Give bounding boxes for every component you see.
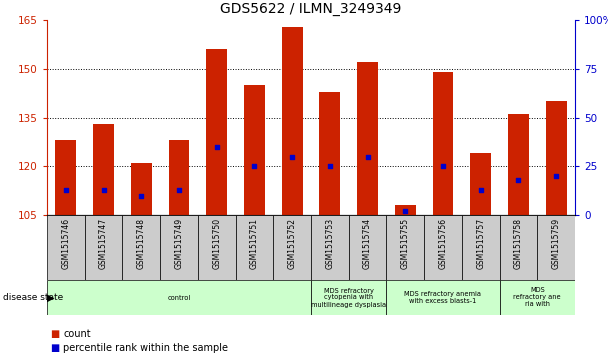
Bar	[55, 140, 76, 215]
Bar	[47, 280, 311, 315]
Text: GSM1515751: GSM1515751	[250, 217, 259, 269]
Text: GSM1515750: GSM1515750	[212, 217, 221, 269]
Bar	[395, 205, 416, 215]
Bar	[311, 280, 387, 315]
Bar	[273, 215, 311, 280]
Text: MDS refractory
cytopenia with
multilineage dysplasia: MDS refractory cytopenia with multilinea…	[311, 287, 386, 307]
Bar	[131, 163, 151, 215]
Text: GSM1515748: GSM1515748	[137, 217, 146, 269]
Text: MDS refractory anemia
with excess blasts-1: MDS refractory anemia with excess blasts…	[404, 291, 482, 304]
Text: control: control	[167, 294, 191, 301]
Bar	[311, 215, 349, 280]
Bar	[349, 215, 387, 280]
Bar	[357, 62, 378, 215]
Point	[61, 187, 71, 192]
Bar	[198, 215, 235, 280]
Point	[514, 177, 523, 183]
Text: GSM1515758: GSM1515758	[514, 217, 523, 269]
Point	[363, 154, 373, 159]
Bar	[235, 215, 273, 280]
Text: ■: ■	[50, 343, 60, 353]
Text: disease state: disease state	[3, 293, 63, 302]
Point	[212, 144, 221, 150]
Text: MDS
refractory ane
ria with: MDS refractory ane ria with	[514, 287, 561, 307]
Bar	[471, 153, 491, 215]
Bar	[122, 215, 160, 280]
Text: GSM1515753: GSM1515753	[325, 217, 334, 269]
Text: GSM1515746: GSM1515746	[61, 217, 71, 269]
Text: GSM1515756: GSM1515756	[438, 217, 447, 269]
Bar	[206, 49, 227, 215]
Text: count: count	[63, 329, 91, 339]
Point	[551, 173, 561, 179]
Point	[325, 163, 335, 169]
Point	[98, 187, 108, 192]
Bar	[282, 26, 303, 215]
Point	[136, 193, 146, 199]
Bar	[546, 101, 567, 215]
Bar	[424, 215, 462, 280]
Bar	[244, 85, 265, 215]
Bar	[47, 215, 85, 280]
Text: GSM1515759: GSM1515759	[551, 217, 561, 269]
Text: ▶: ▶	[47, 293, 55, 302]
Bar	[85, 215, 122, 280]
Bar	[433, 72, 454, 215]
Text: GSM1515749: GSM1515749	[174, 217, 184, 269]
Point	[249, 163, 259, 169]
Text: GSM1515747: GSM1515747	[99, 217, 108, 269]
Bar	[160, 215, 198, 280]
Bar	[93, 124, 114, 215]
Bar	[319, 91, 340, 215]
Point	[174, 187, 184, 192]
Bar	[387, 280, 500, 315]
Bar	[508, 114, 529, 215]
Bar	[537, 215, 575, 280]
Bar	[462, 215, 500, 280]
Point	[401, 208, 410, 214]
Point	[287, 154, 297, 159]
Text: percentile rank within the sample: percentile rank within the sample	[63, 343, 229, 353]
Bar	[500, 280, 575, 315]
Bar	[500, 215, 537, 280]
Text: GSM1515757: GSM1515757	[476, 217, 485, 269]
Text: ■: ■	[50, 329, 60, 339]
Point	[476, 187, 486, 192]
Text: GSM1515754: GSM1515754	[363, 217, 372, 269]
Text: GSM1515755: GSM1515755	[401, 217, 410, 269]
Title: GDS5622 / ILMN_3249349: GDS5622 / ILMN_3249349	[220, 2, 402, 16]
Bar	[387, 215, 424, 280]
Text: GSM1515752: GSM1515752	[288, 217, 297, 269]
Point	[438, 163, 448, 169]
Bar	[168, 140, 189, 215]
